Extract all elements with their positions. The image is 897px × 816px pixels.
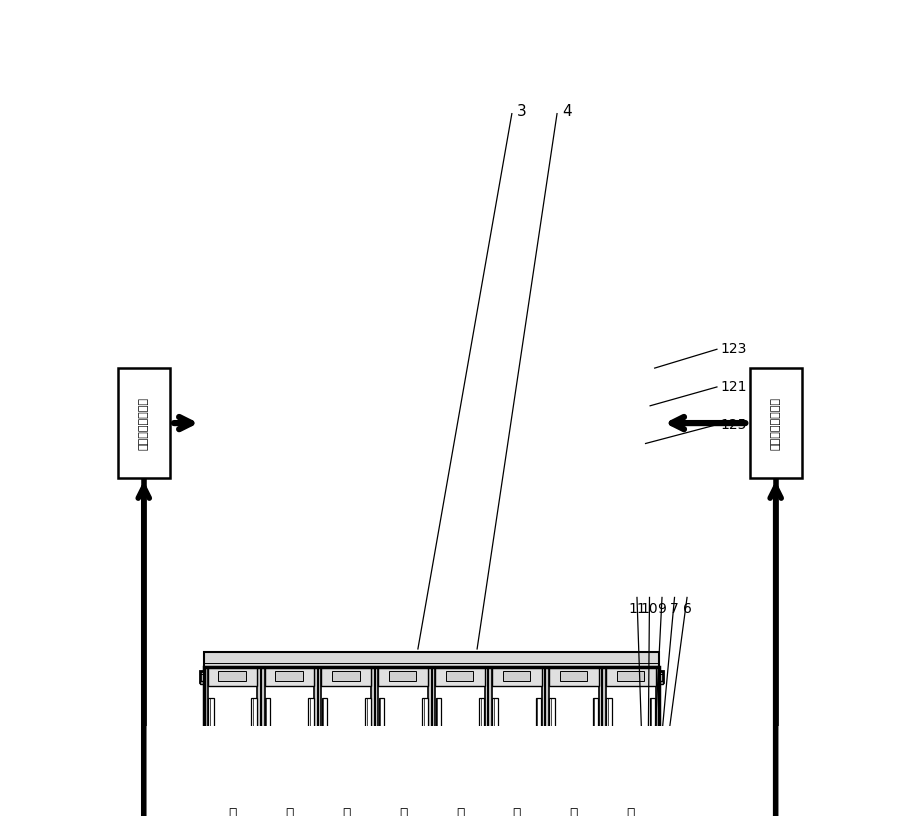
Text: 上下盖板和第一壁: 上下盖板和第一壁 [139, 397, 149, 450]
Bar [200, 681, 663, 684]
Text: 增: 增 [342, 808, 351, 816]
Bar [204, 667, 659, 816]
Bar [389, 671, 416, 681]
Text: 上下盖板和第一壁: 上下盖板和第一壁 [771, 397, 780, 450]
Bar [265, 698, 271, 816]
Text: 3: 3 [517, 104, 527, 119]
Bar [435, 667, 484, 685]
Bar [204, 667, 207, 816]
Bar [379, 667, 428, 685]
Bar [656, 667, 659, 816]
Bar [436, 698, 441, 816]
Text: 9: 9 [658, 601, 666, 616]
Bar [598, 667, 602, 816]
Bar [431, 667, 435, 816]
Bar [606, 698, 612, 816]
Bar [371, 667, 375, 816]
Bar [318, 667, 321, 816]
Text: 6: 6 [683, 601, 692, 616]
Text: 增: 增 [399, 808, 407, 816]
Bar [375, 667, 379, 816]
Text: 增: 增 [570, 808, 578, 816]
Bar [428, 667, 431, 816]
Bar [479, 698, 484, 816]
Text: 增: 增 [285, 808, 293, 816]
Text: 125: 125 [720, 418, 747, 432]
Bar [200, 671, 663, 681]
Bar [492, 698, 498, 816]
Bar [207, 667, 257, 685]
Bar [549, 698, 555, 816]
Bar [219, 671, 246, 681]
Bar [606, 667, 656, 685]
Bar [261, 667, 265, 816]
Text: 11: 11 [628, 601, 646, 616]
Bar [536, 698, 542, 816]
Bar [750, 368, 802, 478]
Bar [602, 667, 606, 816]
Bar [365, 698, 370, 816]
Bar [617, 671, 644, 681]
Text: 增: 增 [456, 808, 465, 816]
Text: 增: 增 [627, 808, 635, 816]
Text: 10: 10 [640, 601, 658, 616]
Bar [545, 667, 549, 816]
Text: 4: 4 [562, 104, 572, 119]
Bar [549, 667, 598, 685]
Bar [118, 368, 170, 478]
Bar [208, 698, 213, 816]
Bar [332, 671, 360, 681]
Bar [542, 667, 545, 816]
Bar [422, 698, 428, 816]
Bar [308, 698, 314, 816]
Bar [251, 698, 257, 816]
Text: 增: 增 [513, 808, 521, 816]
Bar [649, 698, 655, 816]
Bar [275, 671, 302, 681]
Bar [489, 667, 492, 816]
Bar [560, 671, 588, 681]
Text: 121: 121 [720, 380, 747, 394]
Bar [503, 671, 530, 681]
Bar [379, 698, 384, 816]
Text: 增: 增 [228, 808, 237, 816]
Bar [446, 671, 474, 681]
Bar [257, 667, 261, 816]
Text: 7: 7 [670, 601, 679, 616]
Bar [265, 667, 314, 685]
Bar [492, 667, 542, 685]
Bar [204, 652, 659, 670]
Bar [321, 667, 371, 685]
Bar [314, 667, 318, 816]
Bar [322, 698, 327, 816]
Bar [484, 667, 489, 816]
Text: 123: 123 [720, 342, 747, 357]
Bar [593, 698, 598, 816]
